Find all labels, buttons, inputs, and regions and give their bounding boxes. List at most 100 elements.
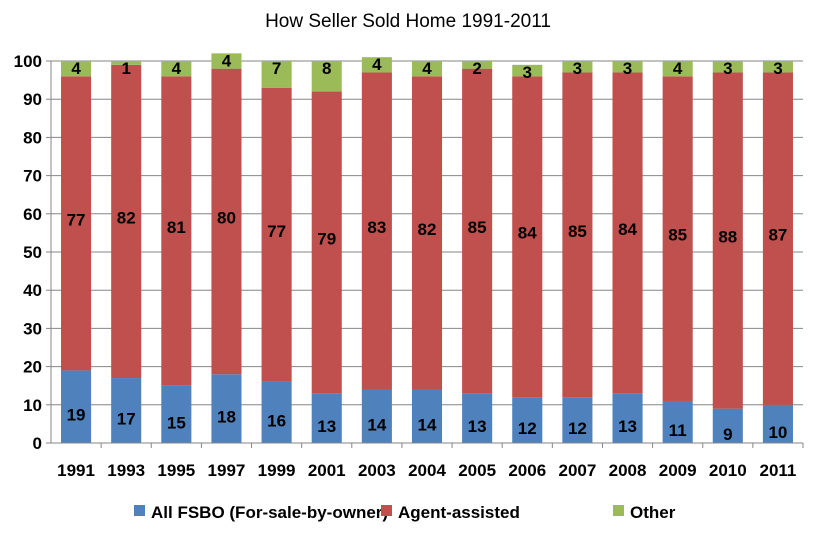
x-tick-label: 1997 [208,461,246,480]
bar-segment-other [512,64,543,77]
y-tick-label: 40 [23,281,42,300]
y-tick-label: 10 [23,396,42,415]
bar-segment-other [662,61,693,77]
chart-title: How Seller Sold Home 1991-2011 [265,11,551,32]
bar-segment-agent [411,76,443,390]
data-label: 16 [267,411,286,430]
data-label: 1 [121,59,130,78]
data-label: 9 [723,425,732,444]
x-tick-label: 2003 [358,461,396,480]
legend-label: All FSBO (For-sale-by-owner) [151,503,388,522]
data-label: 82 [117,208,136,227]
legend-label: Other [630,503,676,522]
bar-segment-other [261,61,292,88]
data-label: 7 [272,59,281,78]
bar-segment-other [61,61,92,77]
y-tick-label: 60 [23,205,42,224]
data-label: 79 [317,229,336,248]
data-label: 4 [172,59,182,78]
bar-segment-agent [462,68,493,394]
bar-segment-fsbo [411,389,443,443]
data-label: 81 [167,218,186,237]
legend-label: Agent-assisted [398,503,520,522]
x-tick-label: 1993 [107,461,145,480]
data-label: 4 [71,59,81,78]
legend-swatch [381,505,392,516]
data-label: 85 [668,226,687,245]
data-label: 83 [367,218,386,237]
bars: 1977417821158141880416777137981483414824… [61,51,793,444]
y-tick-label: 70 [23,167,42,186]
bar-segment-agent [512,76,543,398]
y-tick-label: 80 [23,128,42,147]
data-label: 4 [422,59,432,78]
y-tick-label: 0 [33,434,42,453]
bar-segment-other [411,61,443,77]
legend: All FSBO (For-sale-by-owner) Agent-assist… [134,503,676,522]
data-label: 4 [372,55,382,74]
x-tick-label: 1991 [57,461,95,480]
bar-segment-fsbo [361,389,392,443]
data-label: 77 [267,222,286,241]
data-label: 2 [472,59,481,78]
x-tick-label: 1999 [258,461,296,480]
bar-segment-other [211,53,242,69]
data-label: 85 [568,222,587,241]
data-label: 3 [573,59,582,78]
data-label: 82 [418,220,437,239]
data-label: 14 [367,415,386,434]
bar-segment-fsbo [261,381,292,443]
bar-segment-agent [261,87,292,382]
data-label: 13 [468,417,487,436]
bar-segment-fsbo [762,404,793,443]
x-tick-label: 2011 [759,461,796,480]
bar-segment-agent [562,72,593,398]
data-label: 15 [167,413,186,432]
y-axis: 0 10 20 30 40 50 60 70 80 90 100 [14,52,52,453]
y-tick-label: 50 [23,243,42,262]
data-label: 13 [618,417,637,436]
bar-segment-fsbo [211,374,242,443]
x-tick-label: 2008 [609,461,647,480]
x-tick-label: 2007 [558,461,596,480]
x-tick-label: 2010 [709,461,747,480]
data-label: 87 [768,226,787,245]
bar-segment-agent [662,76,693,401]
data-label: 4 [222,51,232,70]
x-tick-label: 1995 [157,461,195,480]
bar-segment-fsbo [462,393,493,443]
bar-segment-agent [161,76,192,386]
data-label: 14 [418,415,437,434]
bar-segment-other [311,61,342,92]
data-label: 77 [67,210,86,229]
data-label: 3 [723,59,732,78]
data-label: 18 [217,408,236,427]
bar-segment-other [712,61,743,73]
x-tick-label: 2009 [659,461,697,480]
bar-segment-other [762,61,793,73]
data-label: 12 [518,419,537,438]
data-label: 88 [718,228,737,247]
data-label: 84 [618,220,637,239]
data-label: 11 [669,421,687,440]
bar-segment-fsbo [111,378,142,443]
x-tick-label: 2004 [408,461,446,480]
data-label: 10 [768,423,787,442]
bar-segment-agent [61,76,92,371]
bar-segment-other [361,57,392,73]
x-tick-label: 2006 [508,461,546,480]
x-tick-label: 2001 [308,461,346,480]
data-label: 3 [623,59,632,78]
bar-segment-fsbo [311,393,342,443]
data-label: 17 [117,410,136,429]
y-tick-label: 20 [23,358,42,377]
bar-segment-other [462,61,493,69]
data-label: 84 [518,224,537,243]
bar-segment-fsbo [161,385,192,443]
data-label: 80 [217,208,236,227]
data-label: 3 [523,63,532,82]
bar-segment-agent [211,68,242,375]
data-label: 19 [67,406,86,425]
bar-segment-agent [612,72,643,394]
